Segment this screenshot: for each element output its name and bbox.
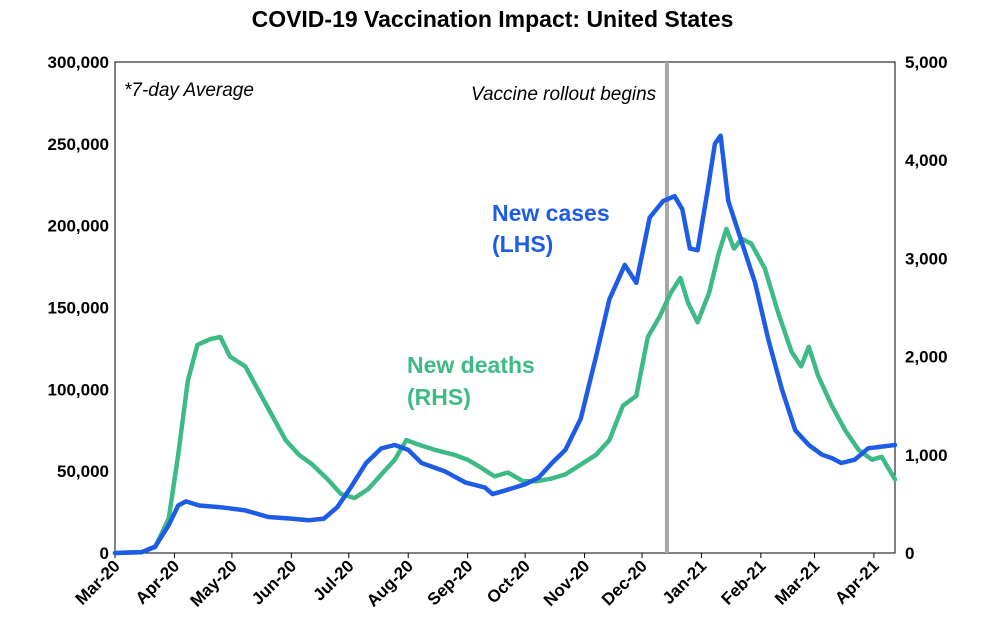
x-tick-label: Dec-20 <box>598 556 651 609</box>
series-line-new-deaths <box>112 226 898 556</box>
x-tick-label: Apr-20 <box>132 556 184 608</box>
y-right-tick-label: 2,000 <box>905 348 948 367</box>
x-tick-label: Jul-20 <box>309 556 357 604</box>
x-tick-label: Feb-21 <box>717 556 769 608</box>
x-tick-label: Nov-20 <box>540 556 594 610</box>
vaccine-rollout-label: Vaccine rollout begins <box>471 84 657 105</box>
x-tick-label: Aug-20 <box>363 556 417 610</box>
x-tick-label: Sep-20 <box>424 556 477 609</box>
x-tick-label: Apr-21 <box>831 556 883 608</box>
y-left-tick-label: 300,000 <box>48 53 109 72</box>
y-right-tick-label: 4,000 <box>905 151 948 170</box>
y-right-tick-label: 1,000 <box>905 446 948 465</box>
y-left-tick-label: 250,000 <box>48 135 109 154</box>
x-tick-label: Oct-20 <box>483 556 534 607</box>
y-left-tick-label: 0 <box>100 544 109 563</box>
y-right-tick-label: 0 <box>905 544 914 563</box>
series-label-new-deaths: New deaths <box>407 352 535 378</box>
series-label-new-cases: New cases <box>492 200 610 226</box>
average-note: *7-day Average <box>124 80 254 101</box>
x-tick-label: Mar-20 <box>72 556 124 608</box>
series-label-new-deaths-axis: (RHS) <box>407 384 471 410</box>
y-right-tick-label: 3,000 <box>905 249 948 268</box>
y-left-tick-label: 200,000 <box>48 217 109 236</box>
y-left-tick-label: 100,000 <box>48 380 109 399</box>
x-tick-label: Jun-20 <box>248 556 300 608</box>
axis-ticks: 0 50,000 100,000 150,000 200,000 250,000 300,0… <box>48 53 948 611</box>
y-left-tick-label: 150,000 <box>48 299 109 318</box>
series-label-new-cases-axis: (LHS) <box>492 231 553 257</box>
plot-area-frame <box>114 61 896 554</box>
y-right-tick-label: 5,000 <box>905 53 948 72</box>
x-tick-label: Mar-21 <box>771 556 823 608</box>
series-line-new-cases <box>112 133 898 556</box>
x-tick-label: May-20 <box>187 556 241 610</box>
x-tick-label: Jan-21 <box>659 556 711 608</box>
y-left-tick-label: 50,000 <box>57 462 109 481</box>
chart-title: COVID-19 Vaccination Impact: United Stat… <box>251 6 734 32</box>
